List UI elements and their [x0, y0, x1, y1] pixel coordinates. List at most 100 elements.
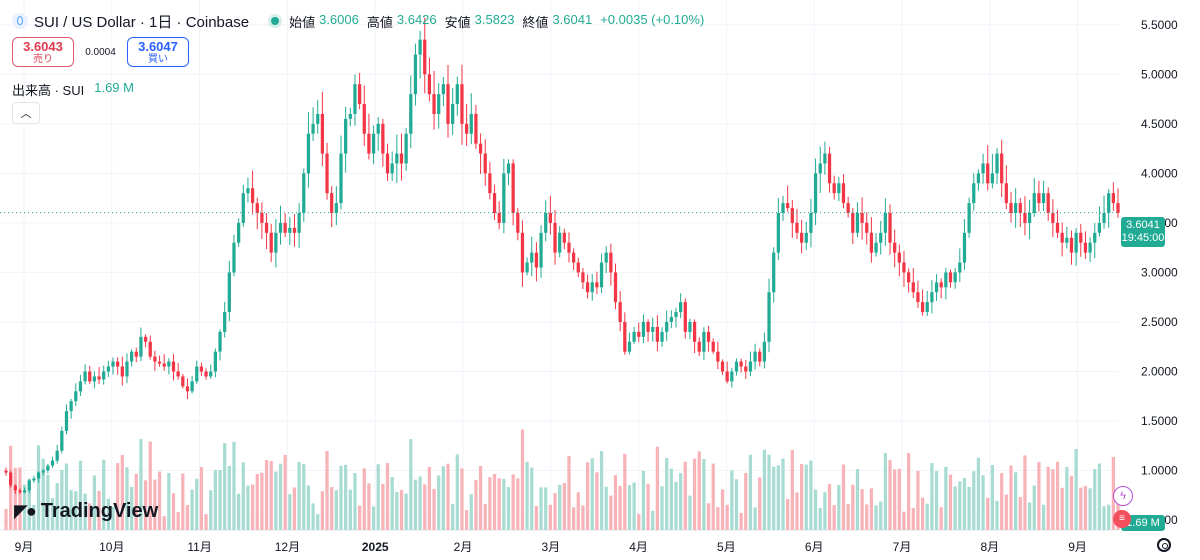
candle-body: [809, 212, 813, 233]
volume-bar: [153, 479, 157, 530]
candle-body: [153, 356, 157, 362]
volume-bar: [558, 484, 562, 530]
x-tick-label: 10月: [99, 540, 124, 554]
buy-button[interactable]: 3.6047 買い: [127, 37, 189, 67]
lightning-icon[interactable]: ϟ: [1113, 486, 1133, 506]
last-price-value: 3.6041: [1126, 219, 1160, 231]
candle-body: [311, 123, 315, 134]
candle-body: [478, 143, 483, 154]
candle-body: [116, 361, 120, 367]
volume-bar: [688, 495, 692, 530]
candle-body: [1116, 203, 1120, 213]
volume-bar: [730, 470, 734, 530]
candle-body: [348, 113, 352, 119]
candle-body: [22, 490, 27, 493]
volume-bar: [976, 457, 981, 530]
candle-body: [385, 153, 390, 174]
candle-body: [134, 351, 138, 357]
candle-body: [897, 252, 901, 263]
volume-bar: [562, 483, 566, 530]
volume-bar: [502, 478, 506, 530]
sell-button[interactable]: 3.6043 売り: [12, 37, 74, 67]
candle-body: [879, 232, 883, 243]
candle-body: [474, 113, 478, 144]
volume-bar: [423, 484, 427, 530]
volume-bar: [911, 507, 915, 530]
candle-body: [102, 371, 106, 380]
candle-body: [260, 212, 264, 223]
volume-bar: [944, 466, 948, 530]
candle-body: [855, 212, 860, 233]
volume-bar: [344, 464, 348, 530]
flag-icon[interactable]: ≡: [1113, 510, 1131, 528]
volume-bar: [18, 467, 22, 530]
candle-body: [948, 272, 953, 283]
candle-body: [562, 232, 566, 243]
volume-bar: [171, 493, 176, 530]
volume-bar: [55, 483, 59, 530]
candle-body: [297, 212, 301, 233]
volume-bar: [320, 491, 325, 530]
volume-legend-label[interactable]: 出来高 · SUI: [12, 83, 85, 98]
volume-bar: [13, 467, 17, 530]
y-tick-label: 5.0000: [1141, 67, 1178, 81]
candle-body: [148, 341, 152, 357]
volume-bar: [357, 505, 362, 530]
candle-body: [772, 252, 776, 293]
volume-bar: [102, 459, 106, 530]
candle-body: [97, 376, 101, 380]
candle-body: [679, 302, 683, 313]
candle-body: [367, 133, 371, 154]
volume-bar: [813, 489, 818, 530]
volume-bar: [618, 485, 622, 530]
candle-body: [441, 84, 445, 95]
low-value: 3.5823: [474, 11, 515, 27]
close-label: 終値: [522, 14, 549, 30]
gear-icon[interactable]: [1157, 538, 1171, 552]
candle-body: [60, 430, 64, 451]
volume-bar: [585, 462, 590, 530]
volume-bar: [609, 495, 613, 530]
candle-body: [125, 361, 129, 377]
volume-bar: [739, 512, 743, 530]
volume-bar: [581, 505, 585, 530]
volume-bar: [1004, 494, 1008, 530]
candle-body: [753, 351, 757, 362]
y-tick-label: 5.5000: [1141, 18, 1178, 32]
candle-body: [9, 472, 13, 486]
volume-bar: [139, 439, 143, 530]
volume-bar: [595, 472, 599, 530]
candle-body: [418, 39, 422, 55]
candle-body: [1079, 232, 1083, 243]
volume-bar: [660, 486, 664, 530]
candle-body: [129, 351, 134, 362]
close-value: 3.6041: [552, 11, 593, 27]
volume-bar: [544, 487, 548, 530]
candle-body: [530, 252, 534, 263]
volume-bar: [1023, 455, 1027, 530]
candle-body: [716, 351, 720, 362]
collapse-legend-button[interactable]: ︿: [12, 102, 40, 124]
symbol-title[interactable]: SUI / US Dollar · 1日 · Coinbase: [34, 13, 250, 31]
candle-body: [427, 74, 432, 95]
candle-body: [4, 470, 8, 473]
candle-body: [32, 478, 36, 481]
candle-body: [958, 262, 962, 273]
volume-bar: [385, 463, 390, 530]
candle-body: [939, 282, 943, 288]
candle-body: [274, 232, 278, 253]
candle-body: [1093, 232, 1097, 243]
candle-body: [185, 386, 190, 392]
volume-bar: [250, 484, 255, 530]
volume-bar: [260, 472, 264, 530]
high-label: 高値: [366, 14, 393, 30]
candle-body: [46, 465, 50, 471]
y-tick-label: 1.5000: [1141, 414, 1178, 428]
candle-body: [688, 321, 692, 332]
volume-bar: [167, 472, 171, 530]
volume-bar: [958, 481, 962, 530]
volume-bar: [948, 474, 953, 530]
tradingview-logo[interactable]: ◤● TradingView: [14, 500, 158, 523]
candle-body: [306, 133, 311, 174]
